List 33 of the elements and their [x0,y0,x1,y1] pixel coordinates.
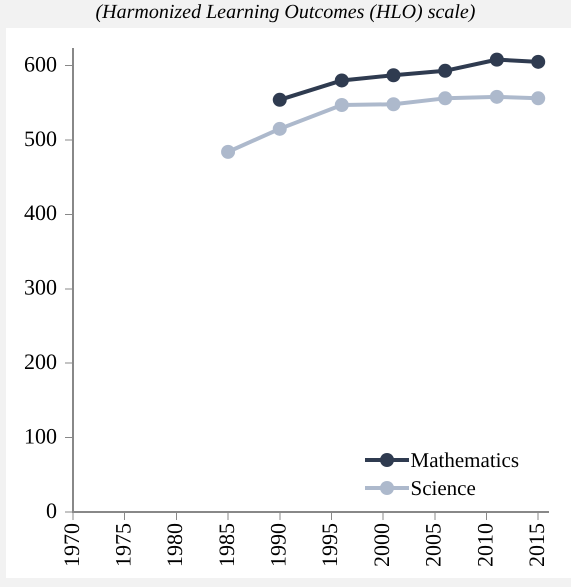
legend-label: Science [410,476,476,500]
y-tick-label: 0 [46,498,57,523]
point [490,90,504,104]
y-tick-label: 400 [24,200,57,226]
point [490,52,504,67]
point [334,98,349,112]
y-tick-label: 600 [24,51,57,76]
y-tick-label: 100 [24,423,57,448]
x-tick-label: 2010 [472,523,498,567]
x-tick-label: 2015 [524,523,549,567]
legend-label: Mathematics [410,448,519,472]
x-tick-label: 1975 [110,523,136,567]
point [438,64,452,78]
chart-subtitle: (Harmonized Learning Outcomes (HLO) scale) [94,0,476,25]
point [272,92,287,107]
point [386,97,400,112]
y-tick-label: 200 [24,348,57,374]
point [272,122,287,136]
point [334,73,349,88]
point [531,91,546,106]
point [531,54,546,69]
point [221,144,236,159]
point [386,68,400,82]
x-tick-label: 2000 [368,523,394,567]
x-tick-label: 1985 [214,523,239,567]
point [438,91,452,106]
y-tick-label: 500 [24,126,57,151]
x-tick-label: 1990 [266,523,291,567]
x-tick-label: 1995 [317,523,342,567]
y-tick-label: 300 [24,274,57,300]
x-tick-label: 2005 [420,523,446,567]
x-tick-label: 1980 [162,523,188,567]
x-tick-label: 1970 [58,523,84,567]
